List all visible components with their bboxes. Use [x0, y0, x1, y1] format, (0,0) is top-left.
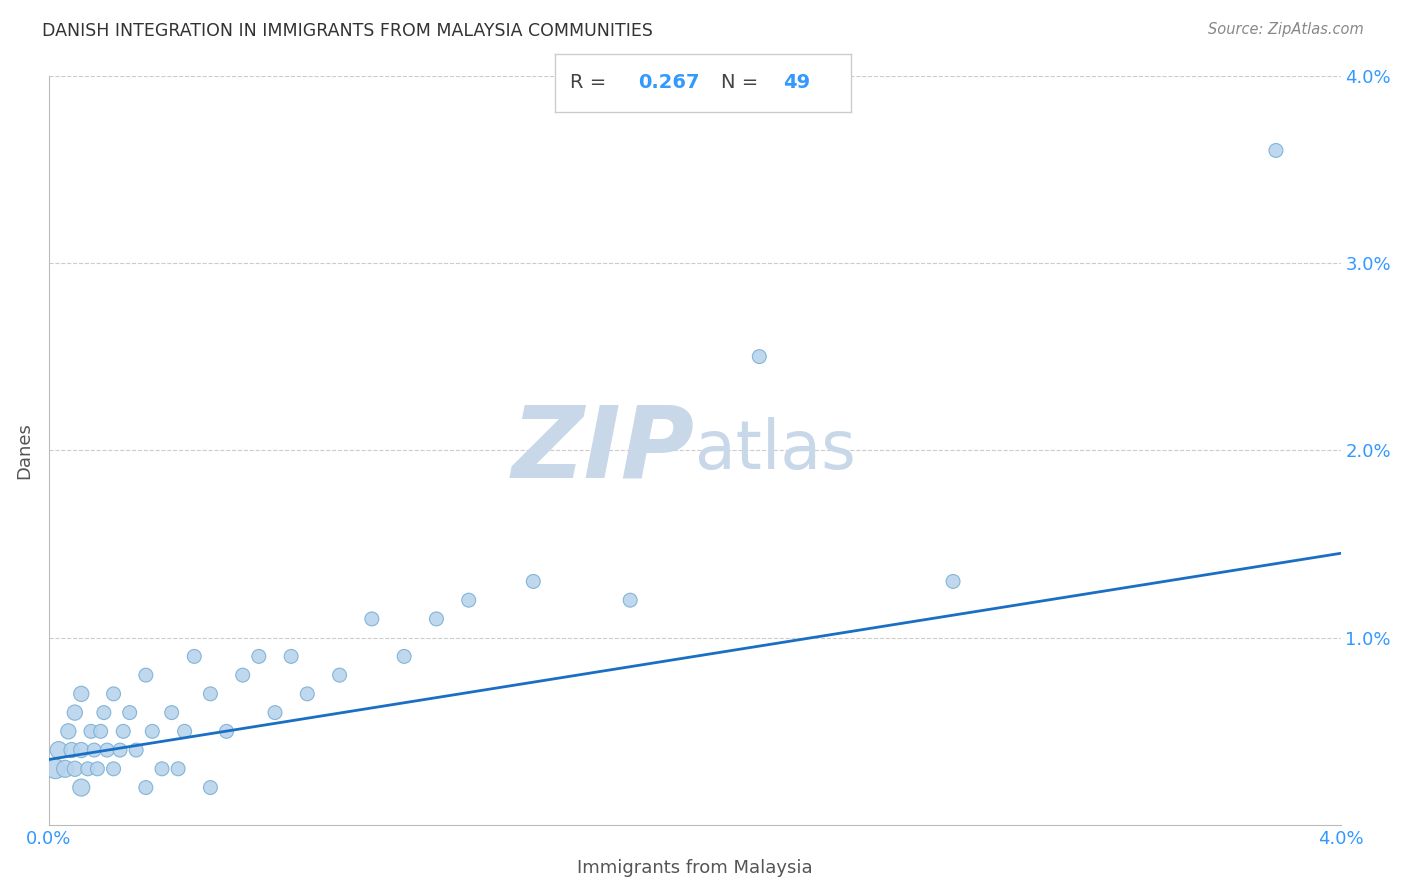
Point [167, 762, 190, 776]
Point [392, 649, 415, 664]
Point [748, 350, 770, 364]
Point [60, 743, 83, 757]
Point [141, 724, 163, 739]
Point [90, 724, 112, 739]
Point [160, 706, 183, 720]
Point [173, 724, 195, 739]
Text: R =: R = [571, 73, 613, 92]
X-axis label: Immigrants from Malaysia: Immigrants from Malaysia [576, 859, 813, 877]
Point [522, 574, 544, 589]
Point [83, 743, 105, 757]
Text: Source: ZipAtlas.com: Source: ZipAtlas.com [1208, 22, 1364, 37]
Point [125, 743, 148, 757]
Text: DANISH INTEGRATION IN IMMIGRANTS FROM MALAYSIA COMMUNITIES: DANISH INTEGRATION IN IMMIGRANTS FROM MA… [42, 22, 652, 40]
Point [135, 668, 157, 682]
Point [118, 706, 141, 720]
Point [183, 649, 205, 664]
Point [76, 762, 98, 776]
Point [264, 706, 287, 720]
Point [457, 593, 479, 607]
Point [70, 743, 93, 757]
Point [215, 724, 238, 739]
Text: atlas: atlas [695, 417, 856, 483]
Point [63, 706, 86, 720]
Text: 49: 49 [783, 73, 810, 92]
Text: 0.267: 0.267 [638, 73, 700, 92]
Point [108, 743, 131, 757]
Point [112, 724, 135, 739]
Point [232, 668, 254, 682]
Point [200, 687, 222, 701]
Point [58, 724, 80, 739]
Point [942, 574, 965, 589]
Point [150, 762, 173, 776]
Point [103, 687, 125, 701]
Point [70, 687, 93, 701]
Point [247, 649, 270, 664]
Point [53, 762, 76, 776]
Point [48, 743, 70, 757]
Point [86, 762, 108, 776]
Point [360, 612, 382, 626]
Point [103, 762, 125, 776]
Point [280, 649, 302, 664]
Point [93, 706, 115, 720]
Point [44, 762, 66, 776]
Y-axis label: Danes: Danes [15, 422, 32, 479]
Point [200, 780, 222, 795]
Point [329, 668, 352, 682]
Point [425, 612, 447, 626]
Point [63, 762, 86, 776]
Point [297, 687, 319, 701]
Point [96, 743, 118, 757]
Text: N =: N = [721, 73, 765, 92]
Point [135, 780, 157, 795]
Point [619, 593, 641, 607]
Text: ZIP: ZIP [512, 401, 695, 499]
Point [70, 780, 93, 795]
Point [80, 724, 103, 739]
Point [1264, 144, 1286, 158]
